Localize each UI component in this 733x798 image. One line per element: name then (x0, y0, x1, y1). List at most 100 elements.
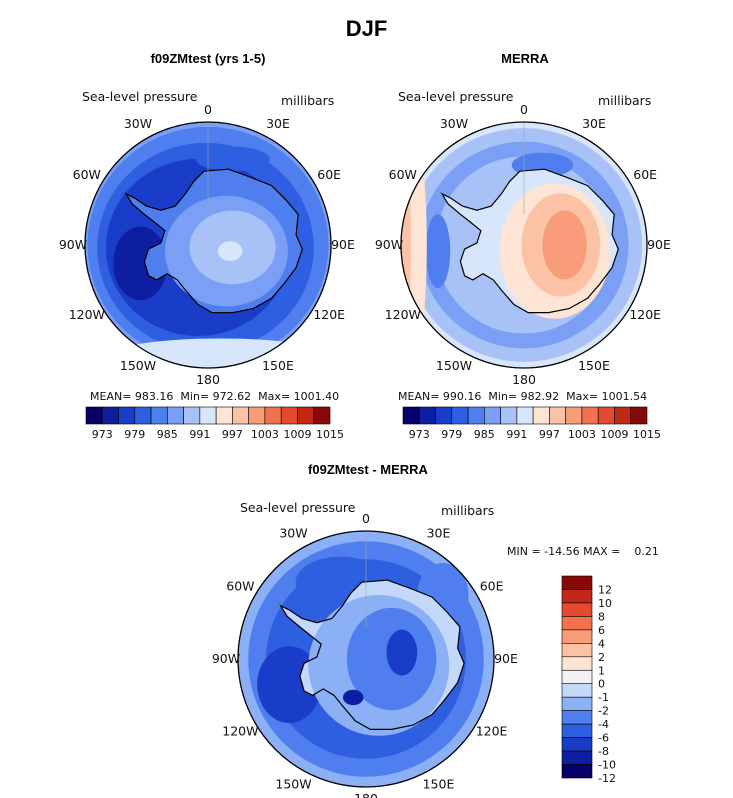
colorbar-swatch (264, 406, 282, 425)
longitude-label: 60W (73, 167, 101, 182)
colorbar-1 (85, 406, 331, 425)
colorbar-swatch (101, 406, 119, 425)
colorbar-tick-label: 1009 (601, 428, 629, 441)
longitude-label: 30W (124, 116, 152, 131)
colorbar-tick-label: 985 (157, 428, 178, 441)
colorbar-swatch (561, 764, 593, 779)
longitude-label: 90W (375, 237, 403, 252)
panel-1-title: f09ZMtest (yrs 1-5) (150, 51, 266, 66)
pressure-contour-band (542, 210, 587, 280)
colorbar-tick-label: 1015 (633, 428, 661, 441)
colorbar-swatch (561, 629, 593, 644)
longitude-label: 90E (494, 651, 518, 666)
colorbar-swatch (549, 406, 566, 425)
colorbar-swatch (402, 406, 420, 425)
panel-2-mean: 990.16 (442, 390, 482, 403)
map-border (84, 121, 332, 369)
colorbar-swatch (561, 616, 593, 631)
longitude-label: 30W (279, 525, 307, 540)
colorbar-tick-label: 985 (474, 428, 495, 441)
colorbar-swatch (561, 723, 593, 738)
pressure-contour-band (386, 629, 418, 676)
colorbar-swatch (565, 406, 583, 425)
panel-3-variable-label: Sea-level pressure (240, 500, 356, 515)
pressure-contour-band (217, 241, 243, 261)
longitude-label: 30E (582, 116, 606, 131)
coastline (124, 168, 303, 314)
longitude-label: 150W (275, 777, 311, 792)
panel-1-stats: MEAN= 983.16 Min= 972.62 Max= 1001.40 (90, 390, 340, 403)
coastline (279, 579, 465, 730)
panel-2-variable-label: Sea-level pressure (398, 89, 514, 104)
colorbar-tick-label: 1009 (284, 428, 312, 441)
longitude-label: 120E (629, 307, 661, 322)
colorbar-swatch (597, 406, 615, 425)
colorbar-swatch (183, 406, 201, 425)
colorbar-tick-label: 979 (441, 428, 462, 441)
longitude-label: 120E (313, 307, 345, 322)
colorbar-tick-label: -1 (598, 691, 609, 704)
polar-map-2 (400, 121, 648, 369)
colorbar-tick-label: 973 (409, 428, 430, 441)
main-title: DJF (345, 16, 388, 41)
colorbar-swatch (280, 406, 298, 425)
colorbar-swatch (561, 669, 593, 685)
colorbar-swatch (561, 602, 593, 617)
colorbar-tick-label: 2 (598, 651, 605, 664)
colorbar-tick-label: 991 (506, 428, 527, 441)
longitude-label: 60E (633, 167, 657, 182)
longitude-label: 30E (266, 116, 290, 131)
colorbar-swatch (561, 710, 593, 725)
panel-2-max: 1001.54 (601, 390, 648, 403)
colorbar-swatch (215, 406, 233, 425)
longitude-label: 90W (212, 651, 240, 666)
longitude-label: 60E (480, 579, 504, 594)
longitude-label: 150E (262, 358, 294, 373)
colorbar-swatch (435, 406, 453, 425)
colorbar-swatch (150, 406, 168, 425)
coastline (440, 168, 619, 314)
pressure-contour-band (113, 226, 168, 301)
longitude-label: 150E (578, 358, 610, 373)
colorbar-tick-label: -2 (598, 705, 609, 718)
colorbar-tick-label: 997 (539, 428, 560, 441)
panel-2-stats: MEAN= 990.16 Min= 982.92 Max= 1001.54 (398, 390, 648, 403)
colorbar-swatch (232, 406, 249, 425)
longitude-label: 150W (120, 358, 156, 373)
panel-1-mean: 983.16 (134, 390, 174, 403)
longitude-label: 120W (222, 724, 258, 739)
longitude-label: 60W (226, 579, 254, 594)
colorbar-tick-label: 4 (598, 637, 605, 650)
longitude-label: 150E (423, 777, 455, 792)
longitude-label: 180 (354, 791, 378, 798)
colorbar-swatch (500, 406, 518, 425)
longitude-label: 0 (362, 511, 370, 526)
colorbar-tick-label: 6 (598, 624, 605, 637)
colorbar-swatch (561, 696, 593, 711)
polar-map-1 (84, 121, 332, 369)
colorbar-tick-label: -6 (598, 732, 609, 745)
longitude-label: 90W (59, 237, 87, 252)
colorbar-swatch (561, 683, 593, 698)
colorbar-swatch (484, 406, 501, 425)
longitude-label: 90E (647, 237, 671, 252)
colorbar-tick-label: 1003 (568, 428, 596, 441)
panel-1-max: 1001.40 (293, 390, 340, 403)
colorbar-swatch (614, 406, 632, 425)
colorbar-tick-label: 997 (222, 428, 243, 441)
colorbar-swatch (467, 406, 485, 425)
polar-map-3 (237, 530, 495, 788)
longitude-label: 120W (69, 307, 105, 322)
pressure-contour-band (195, 146, 270, 172)
colorbar-swatch (561, 750, 593, 765)
pressure-contour-band (425, 214, 451, 289)
colorbar-swatch (199, 406, 217, 425)
colorbar-swatch (561, 643, 593, 658)
colorbar-tick-label: 0 (598, 678, 605, 691)
panel-2-min: 982.92 (520, 390, 560, 403)
colorbar-tick-label: 1 (598, 664, 605, 677)
colorbar-3 (561, 575, 593, 779)
colorbar-swatch (313, 406, 331, 425)
longitude-label: 180 (512, 372, 536, 387)
panel-3-range: MIN = -14.56 MAX = 0.21 (507, 545, 659, 558)
